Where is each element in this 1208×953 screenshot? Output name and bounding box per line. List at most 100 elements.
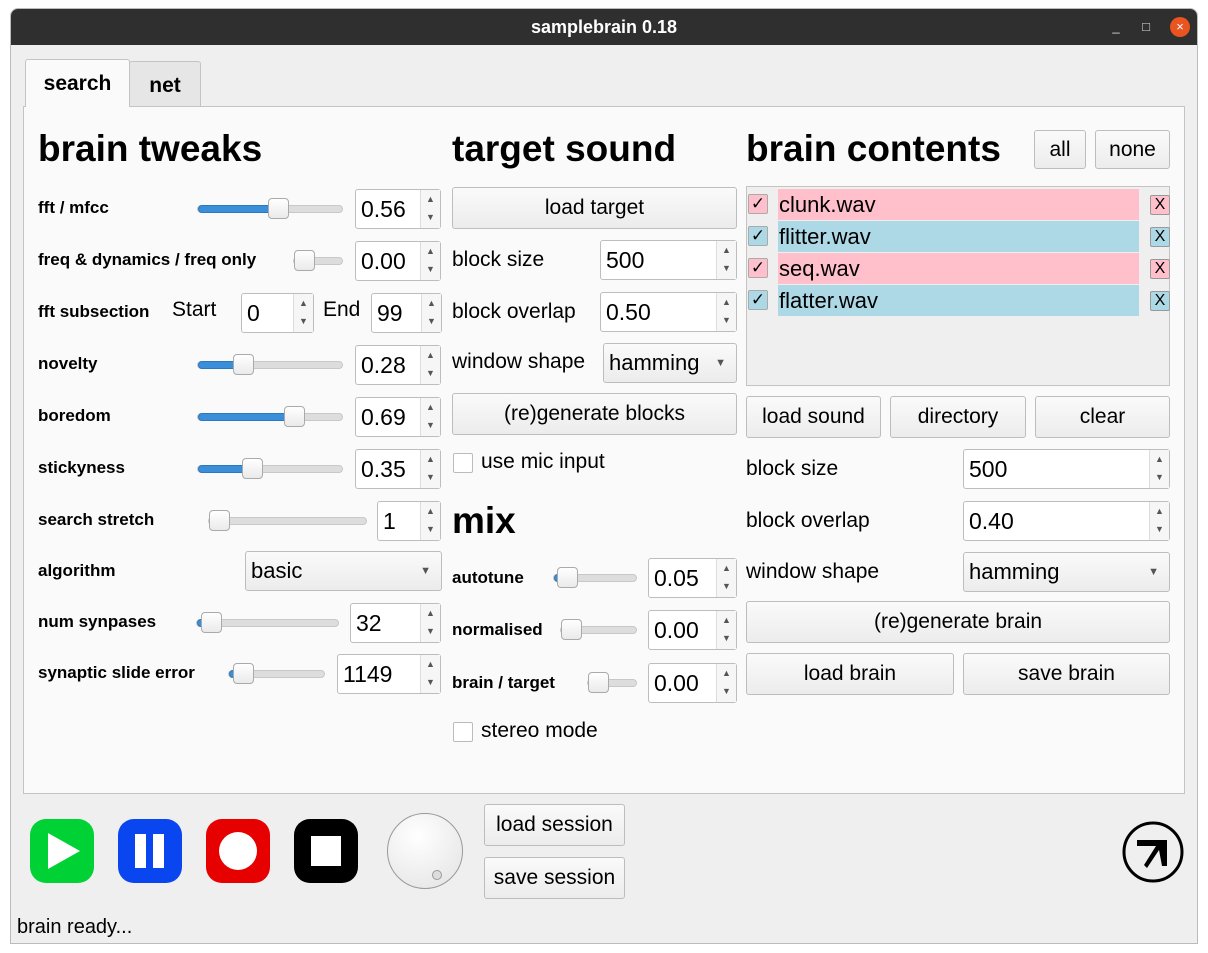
sample-enable-checkbox[interactable]: ✓ [748, 226, 768, 246]
load-session-button[interactable]: load session [484, 804, 625, 846]
synaptic-slide-error-spinbox[interactable]: 1149 ▲ ▼ [337, 654, 441, 694]
clear-button[interactable]: clear [1035, 396, 1170, 438]
spin-arrows-icon[interactable]: ▲ ▼ [716, 559, 736, 597]
slider-handle[interactable] [588, 672, 609, 693]
target-block-overlap-spinbox[interactable]: 0.50 ▲ ▼ [600, 292, 737, 332]
spin-arrows-icon[interactable]: ▲ ▼ [716, 293, 736, 331]
autotune-spinbox[interactable]: 0.05 ▲ ▼ [648, 558, 737, 598]
regenerate-brain-button[interactable]: (re)generate brain [746, 601, 1170, 643]
sample-enable-checkbox[interactable]: ✓ [748, 194, 768, 214]
num-synapses-spinbox[interactable]: 32 ▲ ▼ [350, 603, 441, 643]
brain-block-size-spinbox[interactable]: 500 ▲ ▼ [963, 449, 1170, 489]
fft-mfcc-spinbox[interactable]: 0.56 ▲ ▼ [355, 189, 441, 229]
freq-dynamics-spinbox[interactable]: 0.00 ▲ ▼ [355, 241, 441, 281]
slider-handle[interactable] [284, 406, 305, 427]
sample-list-item[interactable]: clunk.wav [778, 189, 1139, 220]
stickyness-slider[interactable] [197, 458, 343, 479]
remove-sample-button[interactable]: X [1150, 227, 1170, 247]
brain-window-shape-select[interactable]: hamming ▼ [963, 552, 1170, 592]
search-stretch-slider[interactable] [208, 510, 367, 531]
directory-button[interactable]: directory [890, 396, 1026, 438]
minimize-button[interactable]: _ [1112, 19, 1120, 34]
sample-list-item[interactable]: flitter.wav [778, 221, 1139, 252]
normalised-spinbox[interactable]: 0.00 ▲ ▼ [648, 610, 737, 650]
novelty-slider[interactable] [197, 354, 343, 375]
select-none-button[interactable]: none [1095, 130, 1170, 169]
spin-arrows-icon[interactable]: ▲ ▼ [293, 294, 313, 332]
save-session-button[interactable]: save session [484, 857, 625, 899]
synaptic-slide-error-slider[interactable] [228, 663, 325, 684]
value: 0.00 [654, 617, 699, 643]
fft-end-spinbox[interactable]: 99 ▲ ▼ [371, 293, 442, 333]
regenerate-blocks-button[interactable]: (re)generate blocks [452, 393, 737, 435]
save-brain-button[interactable]: save brain [963, 653, 1170, 695]
synaptic-slide-error-label: synaptic slide error [38, 663, 195, 682]
brain-block-overlap-spinbox[interactable]: 0.40 ▲ ▼ [963, 501, 1170, 541]
spin-arrows-icon[interactable]: ▲ ▼ [716, 241, 736, 279]
search-stretch-spinbox[interactable]: 1 ▲ ▼ [377, 501, 441, 541]
select-all-button[interactable]: all [1034, 130, 1086, 169]
load-brain-button[interactable]: load brain [746, 653, 954, 695]
sample-list-item[interactable]: seq.wav [778, 253, 1139, 284]
brain-target-slider[interactable] [587, 672, 637, 693]
slider-handle[interactable] [294, 250, 315, 271]
remove-sample-button[interactable]: X [1150, 259, 1170, 279]
stop-button[interactable] [294, 819, 358, 883]
volume-dial[interactable] [387, 813, 463, 889]
slider-handle[interactable] [233, 354, 254, 375]
spin-arrows-icon[interactable]: ▲ ▼ [420, 604, 440, 642]
num-synapses-slider[interactable] [196, 612, 339, 633]
spin-arrows-icon[interactable]: ▲ ▼ [421, 294, 441, 332]
slider-handle[interactable] [209, 510, 230, 531]
stop-icon [311, 836, 341, 866]
boredom-slider[interactable] [197, 406, 343, 427]
slider-handle[interactable] [268, 198, 289, 219]
play-button[interactable] [30, 819, 94, 883]
algorithm-select[interactable]: basic ▼ [245, 551, 442, 591]
autotune-slider[interactable] [553, 567, 637, 588]
remove-sample-button[interactable]: X [1150, 195, 1170, 215]
brain-target-spinbox[interactable]: 0.00 ▲ ▼ [648, 663, 737, 703]
fft-start-spinbox[interactable]: 0 ▲ ▼ [241, 293, 314, 333]
spin-arrows-icon[interactable]: ▲ ▼ [420, 655, 440, 693]
load-target-button[interactable]: load target [452, 187, 737, 229]
pause-button[interactable] [118, 819, 182, 883]
use-mic-checkbox[interactable] [453, 453, 473, 473]
spin-arrows-icon[interactable]: ▲ ▼ [716, 611, 736, 649]
spin-arrows-icon[interactable]: ▲ ▼ [420, 346, 440, 384]
slider-handle[interactable] [201, 612, 222, 633]
target-window-shape-select[interactable]: hamming ▼ [603, 343, 737, 383]
tab-search[interactable]: search [25, 59, 130, 107]
remove-sample-button[interactable]: X [1150, 291, 1170, 311]
spin-arrows-icon[interactable]: ▲ ▼ [420, 450, 440, 488]
slider-handle[interactable] [557, 567, 578, 588]
spin-arrows-icon[interactable]: ▲ ▼ [1149, 502, 1169, 540]
fft-mfcc-slider[interactable] [197, 198, 343, 219]
slider-handle[interactable] [561, 619, 582, 640]
sample-enable-checkbox[interactable]: ✓ [748, 290, 768, 310]
spin-arrows-icon[interactable]: ▲ ▼ [420, 502, 440, 540]
play-icon [48, 833, 80, 869]
stereo-mode-checkbox[interactable] [453, 722, 473, 742]
spin-arrows-icon[interactable]: ▲ ▼ [420, 190, 440, 228]
boredom-spinbox[interactable]: 0.69 ▲ ▼ [355, 397, 441, 437]
spin-arrows-icon[interactable]: ▲ ▼ [716, 664, 736, 702]
novelty-spinbox[interactable]: 0.28 ▲ ▼ [355, 345, 441, 385]
stickyness-spinbox[interactable]: 0.35 ▲ ▼ [355, 449, 441, 489]
sample-enable-checkbox[interactable]: ✓ [748, 258, 768, 278]
normalised-slider[interactable] [560, 619, 637, 640]
slider-handle[interactable] [242, 458, 263, 479]
spin-arrows-icon[interactable]: ▲ ▼ [420, 398, 440, 436]
slider-handle[interactable] [233, 663, 254, 684]
sample-list-item[interactable]: flatter.wav [778, 285, 1139, 316]
close-button[interactable]: × [1170, 17, 1190, 37]
spin-arrows-icon[interactable]: ▲ ▼ [420, 242, 440, 280]
tab-net[interactable]: net [129, 61, 201, 106]
load-sound-button[interactable]: load sound [746, 396, 881, 438]
maximize-button[interactable]: □ [1142, 19, 1150, 34]
spin-arrows-icon[interactable]: ▲ ▼ [1149, 450, 1169, 488]
target-block-size-spinbox[interactable]: 500 ▲ ▼ [600, 240, 737, 280]
boredom-label: boredom [38, 406, 111, 425]
freq-dynamics-slider[interactable] [293, 250, 343, 271]
record-button[interactable] [206, 819, 270, 883]
